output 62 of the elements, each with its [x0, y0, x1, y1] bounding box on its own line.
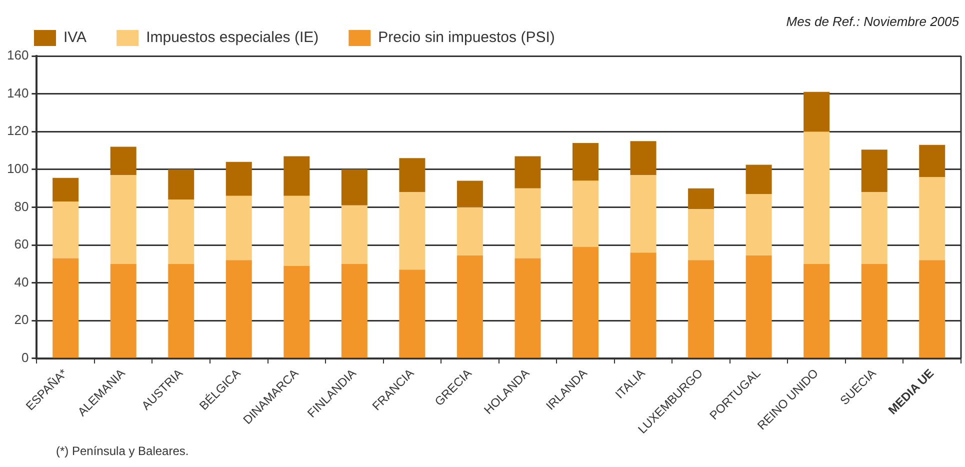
- bar: [110, 175, 136, 264]
- bar: [226, 260, 252, 358]
- bar: [168, 264, 194, 358]
- bar: [861, 192, 888, 264]
- y-tick-label: 0: [21, 350, 29, 366]
- bar: [341, 264, 368, 358]
- bar: [284, 196, 310, 266]
- bar: [456, 207, 483, 256]
- bar: [688, 209, 714, 260]
- y-tick-label: 120: [6, 123, 29, 138]
- bar: [52, 258, 79, 358]
- legend-label: Precio sin impuestos (PSI): [378, 29, 555, 46]
- bar: [630, 175, 656, 253]
- bar: [284, 156, 310, 196]
- bar: [688, 260, 714, 358]
- y-tick-label: 20: [14, 312, 29, 328]
- text: (*) Península y Baleares.: [56, 444, 189, 458]
- bar: [514, 188, 541, 258]
- bar: [919, 176, 946, 260]
- bar: [168, 200, 194, 264]
- bar: [919, 260, 946, 358]
- legend-label: Impuestos especiales (IE): [146, 29, 319, 46]
- bar: [52, 178, 79, 202]
- y-tick-label: 80: [14, 198, 29, 214]
- bar: [804, 264, 830, 358]
- bar: [630, 141, 656, 176]
- bar: [399, 270, 426, 358]
- bar: [341, 205, 368, 264]
- bar: [746, 164, 772, 194]
- legend-label: IVA: [64, 29, 87, 46]
- bar: [52, 202, 79, 258]
- bar: [572, 180, 598, 247]
- bar: [399, 192, 426, 270]
- y-tick-label: 160: [6, 48, 29, 63]
- bar: [861, 264, 888, 358]
- bar: [168, 169, 194, 200]
- bar: [804, 132, 830, 264]
- bar: [861, 150, 888, 192]
- bar: [456, 180, 483, 208]
- bar: [226, 196, 252, 260]
- bar: [746, 194, 772, 256]
- bar: [226, 162, 252, 196]
- bar: [572, 246, 598, 358]
- y-tick-label: 60: [14, 236, 29, 252]
- bar: [688, 188, 714, 210]
- y-tick-label: 100: [6, 161, 29, 176]
- bar: [110, 146, 136, 176]
- bar: [514, 258, 541, 358]
- bar: [514, 156, 541, 188]
- bar: [110, 264, 136, 358]
- bar: [919, 144, 946, 177]
- bar: [630, 252, 656, 358]
- bar: [456, 255, 483, 358]
- y-tick-label: 140: [6, 85, 29, 100]
- text: Mes de Ref.: Noviembre 2005: [786, 14, 959, 29]
- bar: [804, 92, 830, 132]
- bar: [399, 158, 426, 192]
- bar: [572, 142, 598, 181]
- bar: [284, 266, 310, 358]
- bar: [341, 169, 368, 206]
- bar: [746, 255, 772, 358]
- y-tick-label: 40: [14, 274, 29, 290]
